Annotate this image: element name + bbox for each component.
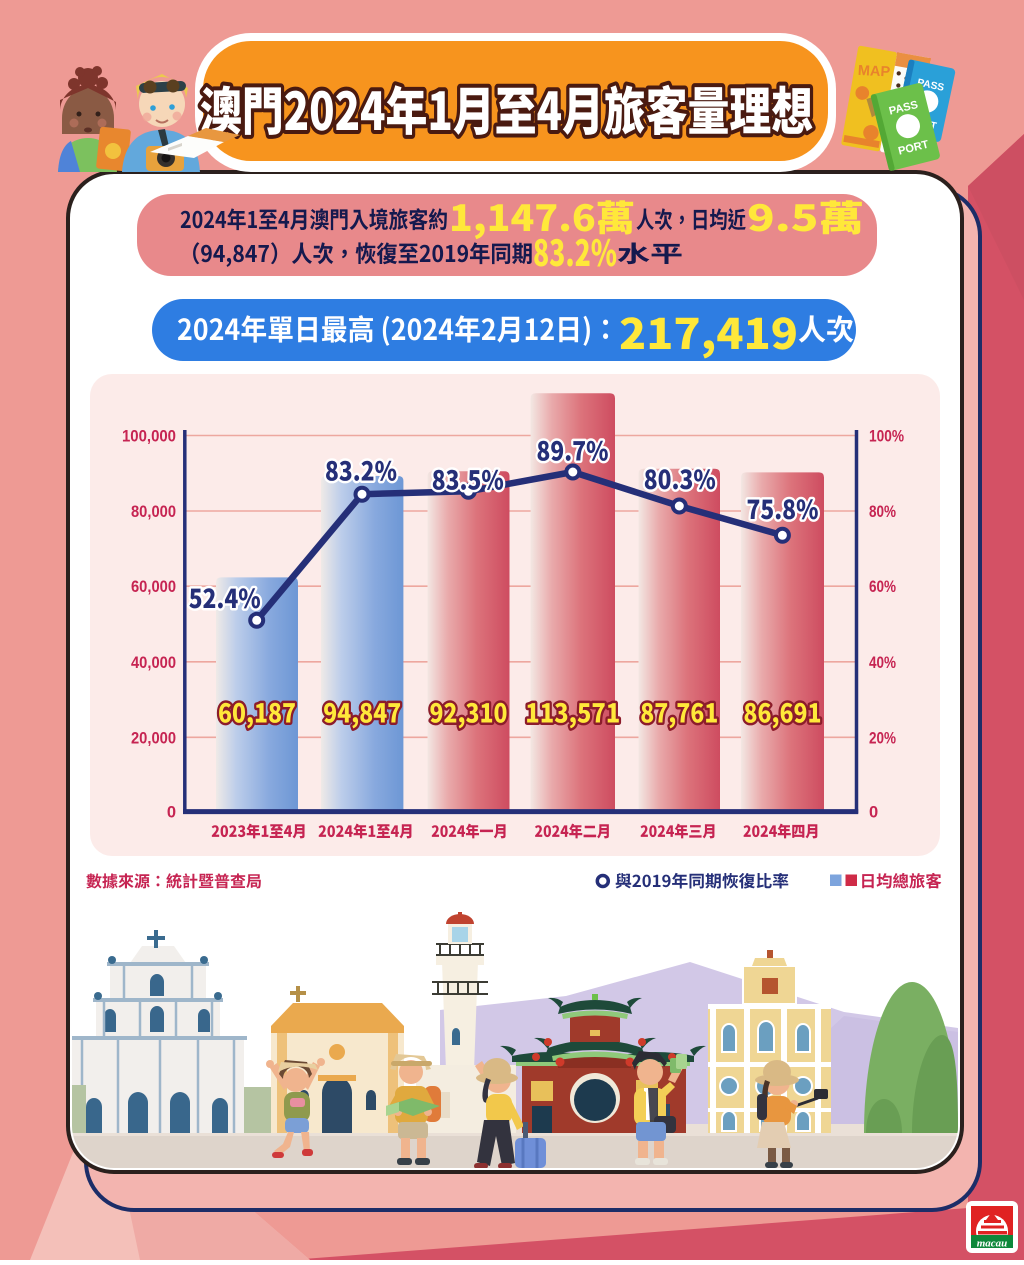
svg-text:0: 0	[167, 804, 176, 822]
svg-text:60%: 60%	[869, 578, 896, 596]
svg-text:80,000: 80,000	[131, 503, 176, 521]
svg-text:100,000: 100,000	[122, 428, 176, 446]
svg-text:0: 0	[869, 804, 878, 822]
svg-text:macau: macau	[977, 1238, 1008, 1250]
svg-text:20%: 20%	[869, 729, 896, 747]
svg-text:100%: 100%	[869, 428, 904, 446]
svg-text:20,000: 20,000	[131, 729, 176, 747]
svg-text:60,000: 60,000	[131, 578, 176, 596]
svg-text:MAP: MAP	[857, 63, 890, 81]
svg-text:80%: 80%	[869, 503, 896, 521]
svg-text:40%: 40%	[869, 654, 896, 672]
svg-text:40,000: 40,000	[131, 654, 176, 672]
